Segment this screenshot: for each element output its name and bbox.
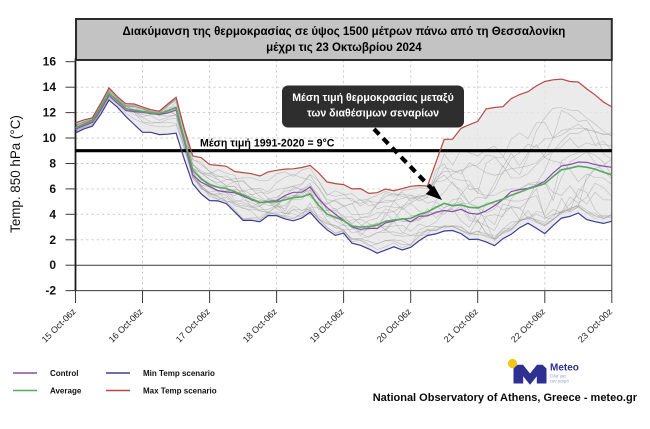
svg-text:Meteo: Meteo xyxy=(550,363,579,374)
svg-text:10: 10 xyxy=(43,131,57,145)
svg-text:6: 6 xyxy=(49,182,56,196)
svg-text:4: 4 xyxy=(49,207,56,221)
svg-text:Temp. 850 hPa (°C): Temp. 850 hPa (°C) xyxy=(8,115,23,233)
svg-text:Διακύμανση της θερμοκρασίας σε: Διακύμανση της θερμοκρασίας σε ύψος 1500… xyxy=(123,26,566,38)
svg-text:0: 0 xyxy=(49,258,56,272)
svg-text:-2: -2 xyxy=(45,284,56,298)
svg-text:Όλα για: Όλα για xyxy=(549,374,566,379)
svg-text:μέχρι τις 23 Οκτωβρίου 2024: μέχρι τις 23 Οκτωβρίου 2024 xyxy=(266,42,422,54)
svg-text:2: 2 xyxy=(49,233,56,247)
svg-text:Μέση τιμή θερμοκρασίας μεταξύ: Μέση τιμή θερμοκρασίας μεταξύ xyxy=(292,92,454,104)
svg-text:8: 8 xyxy=(49,157,56,171)
svg-text:16: 16 xyxy=(43,55,57,69)
svg-text:12: 12 xyxy=(43,106,57,120)
svg-text:Average: Average xyxy=(50,387,82,396)
svg-text:14: 14 xyxy=(43,80,57,94)
svg-text:National Observatory of Athens: National Observatory of Athens, Greece -… xyxy=(373,392,638,404)
svg-text:Max Temp scenario: Max Temp scenario xyxy=(143,387,217,396)
svg-text:Control: Control xyxy=(50,369,78,378)
svg-text:των διαθέσιμων σεναρίων: των διαθέσιμων σεναρίων xyxy=(307,108,439,120)
svg-text:Min Temp scenario: Min Temp scenario xyxy=(143,369,215,378)
svg-text:Μέση τιμή 1991-2020 = 9°C: Μέση τιμή 1991-2020 = 9°C xyxy=(200,138,335,150)
svg-text:τον καιρό: τον καιρό xyxy=(550,378,569,384)
